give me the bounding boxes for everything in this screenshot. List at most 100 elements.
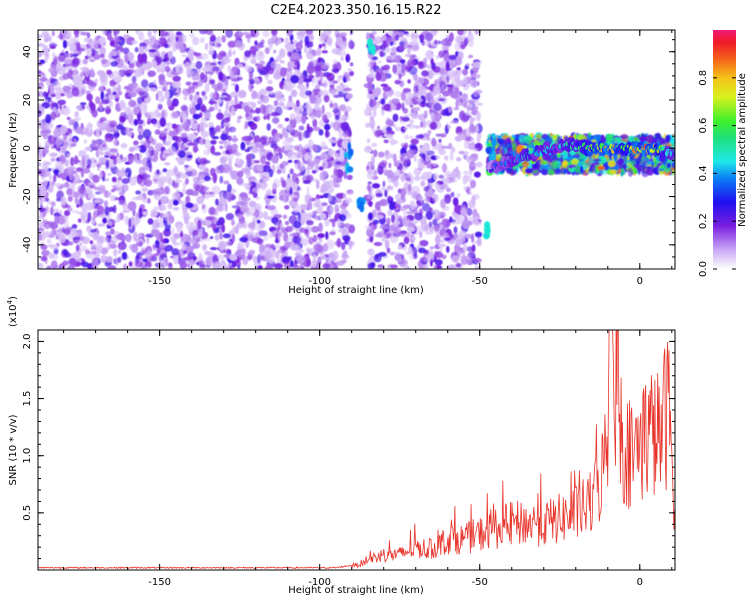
noise-speckle — [47, 135, 56, 145]
noise-speckle — [115, 168, 122, 173]
noise-speckle — [195, 95, 199, 99]
noise-speckle — [124, 167, 132, 178]
noise-speckle — [213, 178, 217, 184]
noise-speckle — [124, 234, 132, 242]
noise-speckle — [124, 54, 129, 64]
noise-speckle — [345, 197, 353, 204]
noise-speckle — [49, 180, 55, 189]
noise-speckle — [177, 253, 181, 262]
noise-speckle — [173, 255, 179, 265]
noise-speckle — [166, 98, 172, 107]
noise-speckle — [219, 145, 224, 149]
noise-speckle — [38, 233, 43, 241]
noise-speckle — [367, 212, 374, 221]
noise-speckle — [155, 218, 164, 223]
noise-speckle — [89, 49, 99, 56]
noise-speckle — [73, 155, 79, 165]
noise-speckle — [155, 221, 160, 229]
noise-speckle — [78, 150, 87, 158]
noise-speckle — [97, 245, 103, 253]
noise-speckle — [138, 31, 145, 41]
noise-speckle — [156, 169, 160, 176]
noise-speckle — [122, 65, 128, 71]
noise-speckle — [136, 195, 144, 201]
noise-speckle — [117, 249, 122, 254]
noise-speckle — [182, 187, 186, 195]
noise-speckle — [458, 150, 465, 155]
noise-speckle — [267, 79, 273, 85]
noise-speckle — [39, 71, 45, 76]
noise-speckle — [122, 203, 130, 210]
noise-speckle — [392, 124, 397, 128]
noise-speckle — [227, 65, 231, 73]
noise-speckle — [116, 152, 120, 158]
noise-speckle — [444, 155, 449, 161]
noise-speckle — [99, 171, 103, 180]
noise-speckle — [188, 169, 198, 177]
noise-speckle — [406, 123, 412, 128]
noise-speckle — [106, 225, 112, 229]
noise-speckle — [183, 164, 190, 168]
noise-speckle — [43, 170, 51, 177]
noise-speckle — [336, 218, 341, 228]
noise-speckle — [294, 244, 301, 252]
noise-speckle — [408, 143, 417, 150]
noise-speckle — [420, 180, 426, 187]
noise-speckle — [41, 102, 50, 109]
noise-speckle — [451, 170, 460, 179]
noise-speckle — [313, 178, 318, 182]
noise-speckle — [84, 146, 92, 152]
noise-speckle — [42, 44, 49, 54]
noise-speckle — [415, 134, 425, 139]
noise-speckle — [271, 155, 279, 164]
noise-speckle — [219, 175, 224, 184]
noise-speckle — [74, 195, 79, 205]
noise-speckle — [257, 44, 265, 48]
noise-speckle — [470, 137, 475, 145]
noise-speckle — [227, 50, 233, 58]
noise-speckle — [172, 98, 179, 107]
noise-speckle — [283, 260, 292, 269]
noise-speckle — [99, 53, 105, 59]
noise-speckle — [310, 114, 316, 121]
noise-speckle — [409, 119, 414, 124]
noise-speckle — [139, 204, 146, 210]
noise-speckle — [97, 184, 106, 191]
noise-speckle — [208, 106, 215, 112]
noise-speckle — [307, 161, 316, 167]
noise-speckle — [408, 66, 418, 75]
noise-speckle — [385, 47, 391, 54]
noise-speckle — [217, 99, 222, 104]
noise-speckle — [205, 30, 213, 35]
noise-speckle — [48, 67, 56, 74]
noise-speckle — [243, 105, 250, 113]
noise-speckle — [146, 266, 150, 269]
noise-speckle — [49, 174, 53, 181]
noise-speckle — [175, 31, 182, 36]
noise-speckle — [444, 194, 452, 204]
noise-speckle — [394, 180, 398, 187]
noise-speckle — [273, 146, 283, 156]
noise-speckle — [172, 207, 180, 211]
noise-speckle — [216, 112, 224, 120]
noise-speckle — [81, 261, 90, 268]
noise-speckle — [421, 202, 431, 212]
noise-speckle — [208, 127, 217, 136]
noise-speckle — [81, 88, 85, 95]
noise-speckle — [330, 260, 334, 264]
noise-speckle — [91, 257, 99, 268]
noise-speckle — [124, 215, 129, 225]
noise-speckle — [131, 75, 137, 83]
noise-speckle — [389, 138, 396, 146]
noise-speckle — [82, 210, 89, 217]
noise-speckle — [183, 216, 189, 225]
noise-speckle — [199, 30, 208, 35]
noise-speckle — [395, 126, 403, 132]
noise-speckle — [167, 202, 173, 210]
noise-speckle — [47, 265, 52, 269]
noise-speckle — [363, 82, 372, 89]
noise-speckle — [375, 192, 383, 198]
noise-speckle — [109, 79, 117, 87]
noise-speckle — [374, 130, 382, 138]
noise-speckle — [246, 101, 256, 106]
